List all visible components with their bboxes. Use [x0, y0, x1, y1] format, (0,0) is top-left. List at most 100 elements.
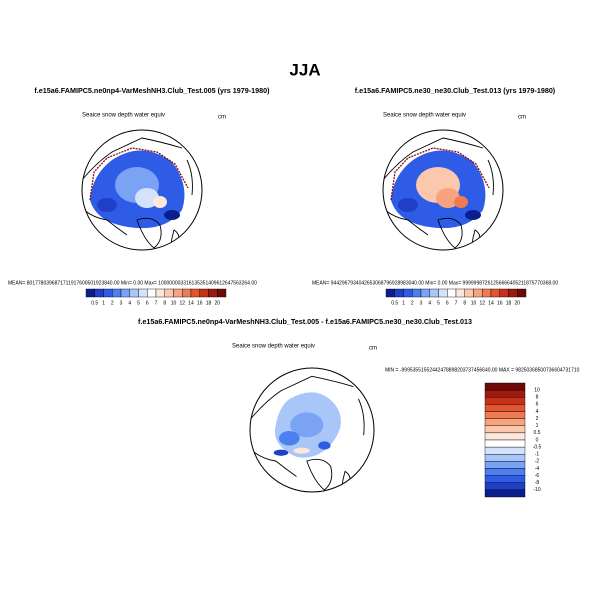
colorbar-box — [403, 288, 413, 298]
colorbar-box — [182, 288, 192, 298]
colorbar-box — [484, 418, 526, 426]
ice-field — [273, 449, 289, 456]
map-field — [250, 368, 374, 492]
map-border — [382, 129, 504, 251]
colorbar: 0.5 1 2 3 4 5 6 7 8 10 12 14 16 18 20 — [85, 288, 227, 306]
colorbar-label: 0.5 — [391, 300, 398, 306]
colorbar-box — [484, 439, 526, 448]
coastline — [186, 159, 193, 196]
stats-label: MEAN= 9442967934042653068796928983040.00… — [312, 280, 558, 286]
ice-field — [164, 210, 180, 220]
units-label: cm — [369, 346, 377, 352]
colorbar-box — [394, 288, 404, 298]
colorbar-box — [484, 461, 526, 469]
colorbar-label: 5 — [437, 300, 440, 306]
colorbar-box — [412, 288, 422, 298]
ice-field — [436, 188, 460, 208]
colorbar-box — [484, 382, 526, 391]
colorbar-box — [94, 288, 104, 298]
colorbar-label: 16 — [497, 300, 503, 306]
colorbar-label: 10 — [171, 300, 177, 306]
ice-field — [278, 431, 300, 446]
colorbar-box — [103, 288, 113, 298]
colorbar-box — [164, 288, 174, 298]
colorbar-box — [155, 288, 165, 298]
colorbar-box — [484, 468, 526, 476]
colorbar-label: 20 — [514, 300, 520, 306]
colorbar: 0.5 1 2 3 4 5 6 7 8 10 12 14 16 18 20 — [385, 288, 527, 306]
colorbar-label: 2 — [411, 300, 414, 306]
colorbar-label: 4 — [536, 409, 539, 415]
polar-map — [382, 129, 504, 251]
colorbar-label: 0.5 — [534, 430, 541, 436]
ice-field — [97, 198, 117, 212]
colorbar-label: -2 — [535, 459, 540, 465]
colorbar-label: -10 — [533, 487, 540, 493]
colorbar-label: 6 — [446, 300, 449, 306]
polar-map — [81, 129, 203, 251]
ice-field — [135, 188, 159, 208]
colorbar-label: 10 — [534, 387, 540, 393]
ice-field — [290, 412, 324, 438]
ice-field — [465, 210, 481, 220]
colorbar-box — [112, 288, 122, 298]
colorbar-box — [199, 288, 209, 298]
colorbar-box — [120, 288, 130, 298]
colorbar-label: 12 — [179, 300, 185, 306]
colorbar-box — [484, 425, 526, 434]
colorbar-box — [484, 397, 526, 405]
colorbar-box — [385, 288, 395, 298]
stats-label: MIN = -99953551552442478898203737456640.… — [385, 367, 580, 373]
units-label: cm — [218, 115, 226, 121]
colorbar-label: 2 — [536, 416, 539, 422]
colorbar-box — [173, 288, 183, 298]
panel-title: f.e15a6.FAMIPC5.ne30_ne30.Club_Test.013 … — [355, 86, 556, 95]
coastline — [358, 398, 365, 436]
colorbar-label: 14 — [188, 300, 194, 306]
colorbar-box — [484, 489, 526, 498]
ice-edge — [89, 147, 189, 201]
colorbar-box — [190, 288, 200, 298]
colorbar-box — [484, 482, 526, 491]
colorbar-box — [499, 288, 509, 298]
map-field — [82, 130, 202, 250]
colorbar-box — [420, 288, 430, 298]
figure-title: JJA — [289, 60, 320, 79]
ice-field — [153, 196, 167, 208]
colorbar-box — [208, 288, 218, 298]
colorbar-label: 1 — [402, 300, 405, 306]
colorbar-box — [447, 288, 457, 298]
colorbar-label: 10 — [471, 300, 477, 306]
ice-field — [293, 447, 310, 454]
colorbar-box — [429, 288, 439, 298]
map-field — [383, 130, 503, 250]
colorbar-label: 12 — [479, 300, 485, 306]
panel-title: f.e15a6.FAMIPC5.ne0np4-VarMeshNH3.Club_T… — [34, 86, 270, 95]
colorbar-label: 14 — [488, 300, 494, 306]
colorbar-label: 5 — [137, 300, 140, 306]
colorbar-box — [484, 411, 526, 419]
variable-label: Seaice snow depth water equiv — [232, 344, 315, 350]
polar-map — [249, 367, 375, 493]
coastline — [437, 217, 463, 249]
colorbar-box — [85, 288, 95, 298]
colorbar-box — [484, 475, 526, 483]
colorbar-label: -8 — [535, 480, 540, 486]
variable-label: Seaice snow depth water equiv — [383, 113, 466, 119]
colorbar-label: 6 — [536, 402, 539, 408]
coastline — [136, 217, 162, 249]
map-border — [81, 129, 203, 251]
colorbar-box — [484, 432, 526, 441]
coastline — [82, 137, 183, 181]
colorbar-box — [438, 288, 448, 298]
colorbar-box — [517, 288, 527, 298]
map-border — [249, 367, 375, 493]
colorbar-label: 7 — [155, 300, 158, 306]
units-label: cm — [518, 115, 526, 121]
colorbar-label: 3 — [420, 300, 423, 306]
colorbar-label: 18 — [506, 300, 512, 306]
colorbar-label: 3 — [120, 300, 123, 306]
colorbar-box — [138, 288, 148, 298]
colorbar-box — [482, 288, 492, 298]
